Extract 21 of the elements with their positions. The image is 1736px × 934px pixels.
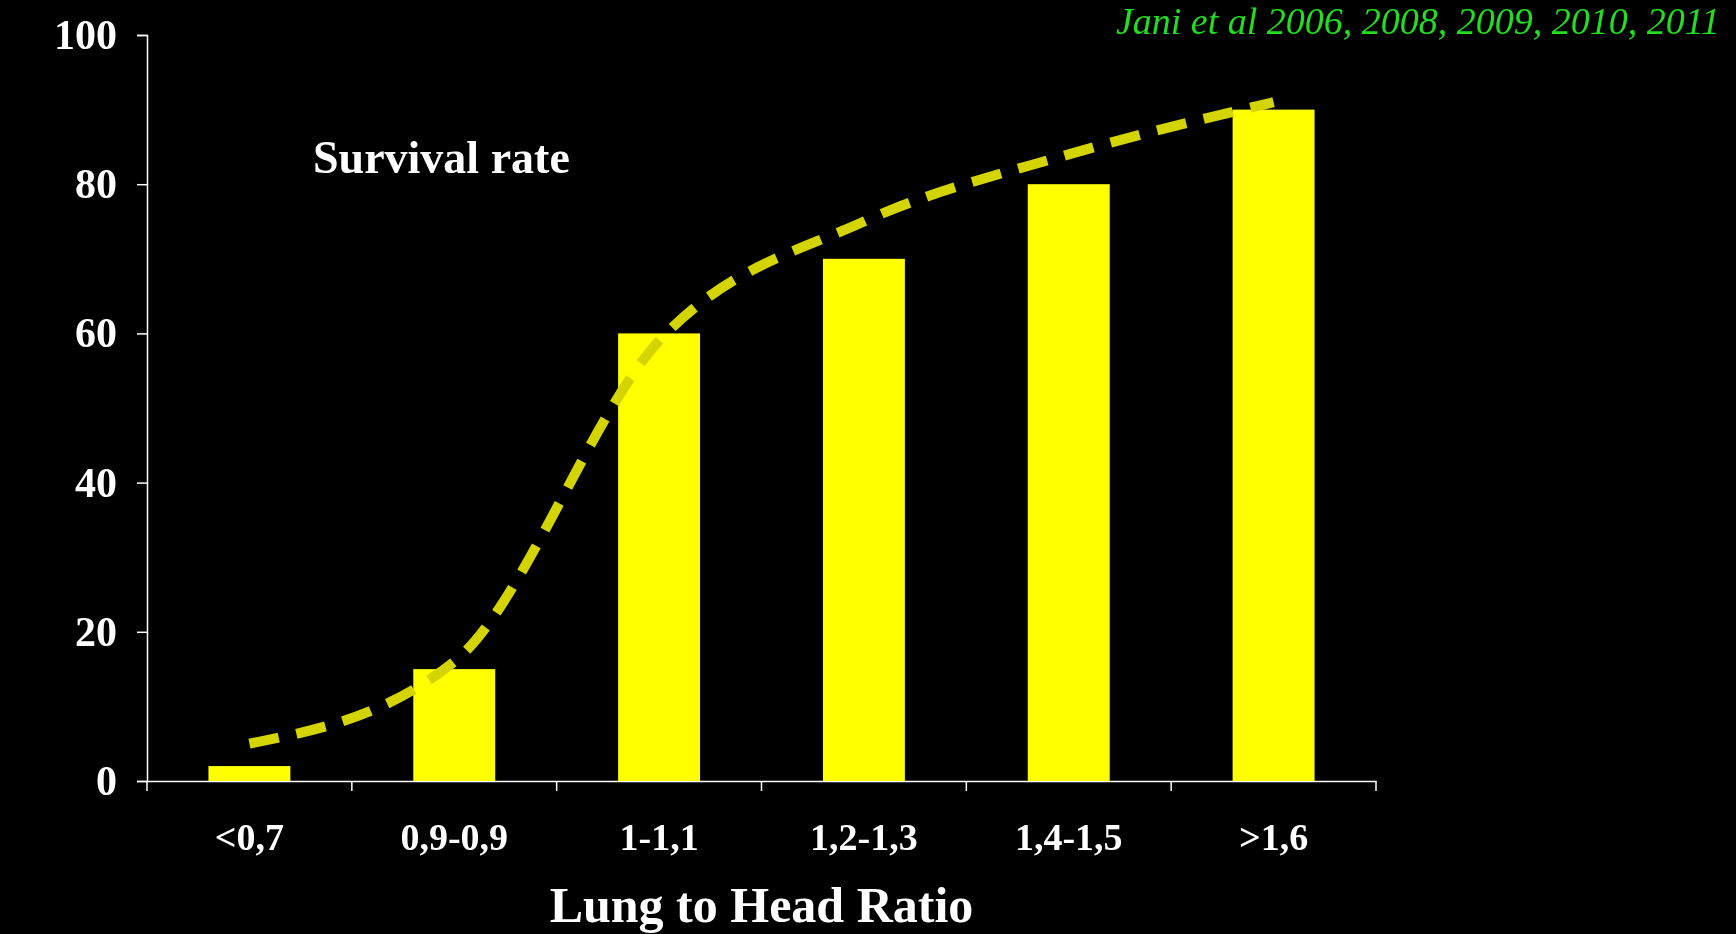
annotation: Jani et al 2006, 2008, 2009, 2010, 2011 bbox=[1115, 0, 1720, 42]
bar bbox=[208, 766, 291, 781]
x-tick-label: >1,6 bbox=[1239, 815, 1309, 858]
y-tick-label: 0 bbox=[96, 757, 117, 804]
annotation: Survival rate bbox=[313, 132, 570, 183]
y-tick-label: 60 bbox=[75, 310, 117, 357]
x-axis-title: Lung to Head Ratio bbox=[549, 877, 974, 933]
bar bbox=[1232, 109, 1315, 781]
bar bbox=[822, 258, 905, 781]
bar bbox=[618, 333, 701, 781]
x-tick-label: 1,2-1,3 bbox=[810, 815, 918, 858]
x-tick-label: 1,4-1,5 bbox=[1014, 815, 1123, 858]
y-tick-label: 100 bbox=[54, 11, 117, 58]
bar bbox=[413, 669, 496, 781]
x-tick-label: 0,9-0,9 bbox=[400, 815, 509, 858]
x-tick-label: 1-1,1 bbox=[619, 815, 699, 858]
y-tick-label: 40 bbox=[75, 459, 117, 506]
y-tick-label: 80 bbox=[75, 161, 117, 208]
bar bbox=[1027, 184, 1110, 781]
x-tick-label: <0,7 bbox=[214, 815, 284, 858]
y-tick-label: 20 bbox=[75, 608, 117, 655]
